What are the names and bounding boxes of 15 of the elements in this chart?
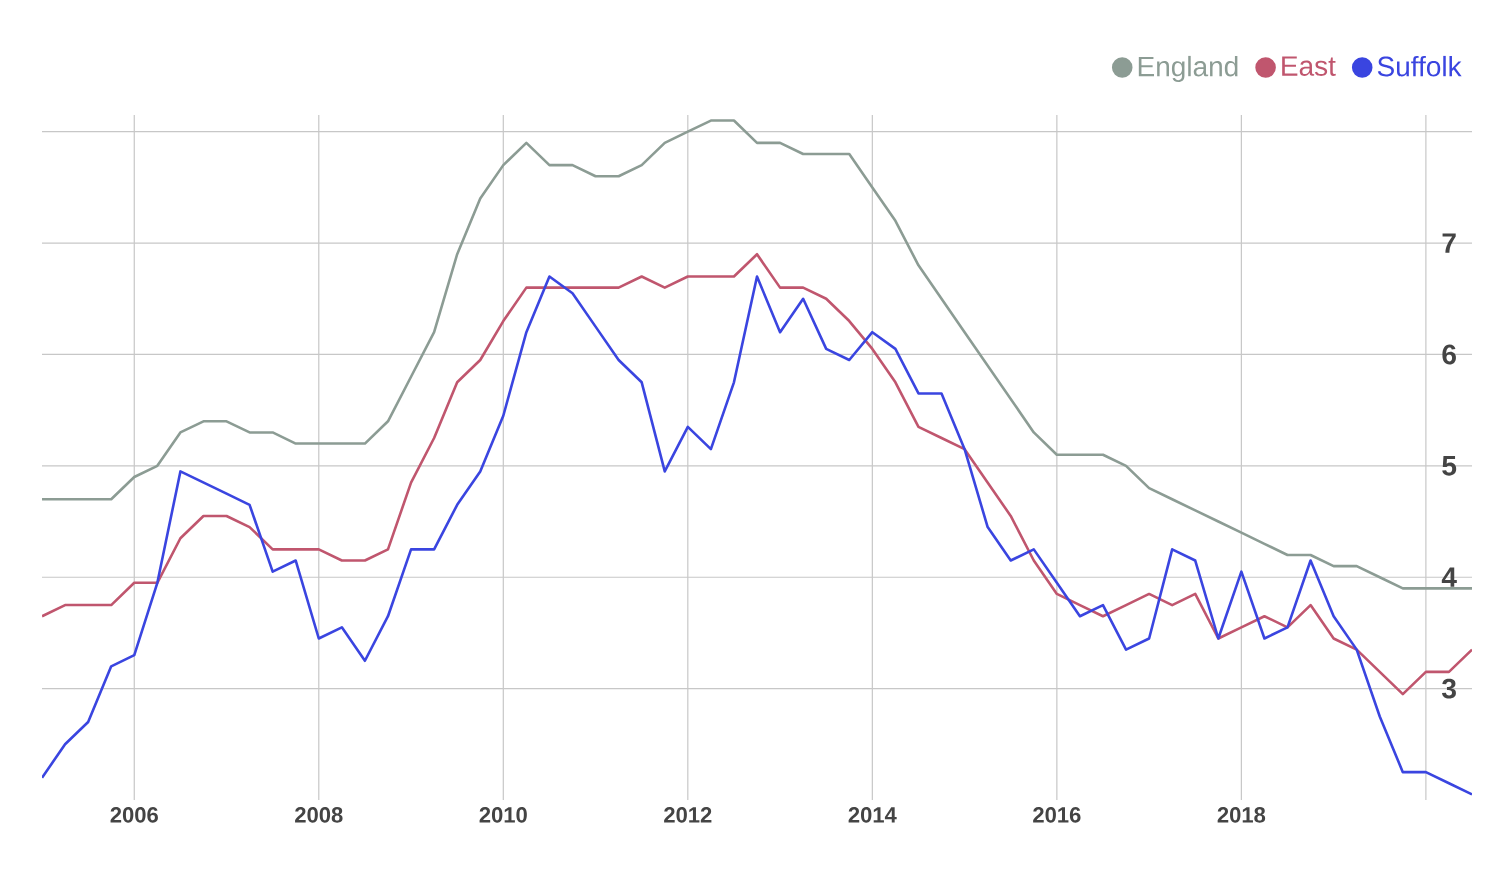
y-tick-label: 6 xyxy=(1442,344,1456,365)
x-tick-label: 2010 xyxy=(479,807,527,823)
y-tick-label: 4 xyxy=(1441,567,1457,587)
y-tick-label: 7 xyxy=(1442,233,1456,253)
legend-label: England xyxy=(1138,55,1238,82)
x-tick-label: 2008 xyxy=(295,807,343,823)
x-tick-label: 2012 xyxy=(664,807,712,823)
x-tick-label: 2018 xyxy=(1217,807,1266,823)
x-tick-label: 2014 xyxy=(848,807,897,823)
y-tick-label: 3 xyxy=(1442,678,1456,699)
legend-label: East xyxy=(1282,56,1336,76)
y-tick-label: 5 xyxy=(1442,456,1457,476)
x-tick-label: 2006 xyxy=(110,807,158,823)
legend-label: Suffolk xyxy=(1377,55,1462,77)
x-tick-label: 2016 xyxy=(1033,807,1081,823)
